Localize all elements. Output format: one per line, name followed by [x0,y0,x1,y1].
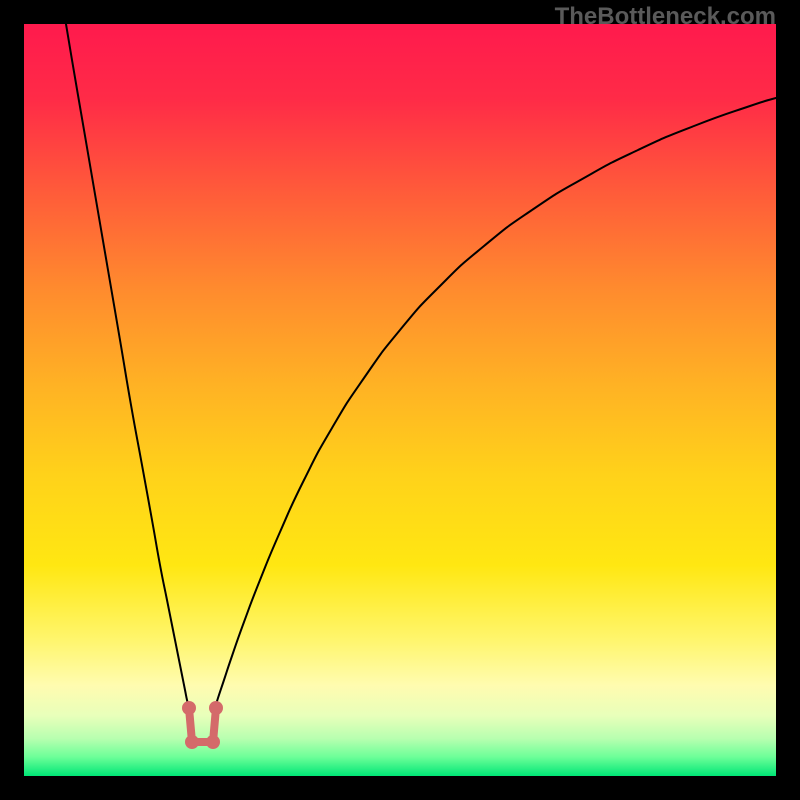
chart-frame: TheBottleneck.com [0,0,800,800]
plot-area [24,24,776,776]
